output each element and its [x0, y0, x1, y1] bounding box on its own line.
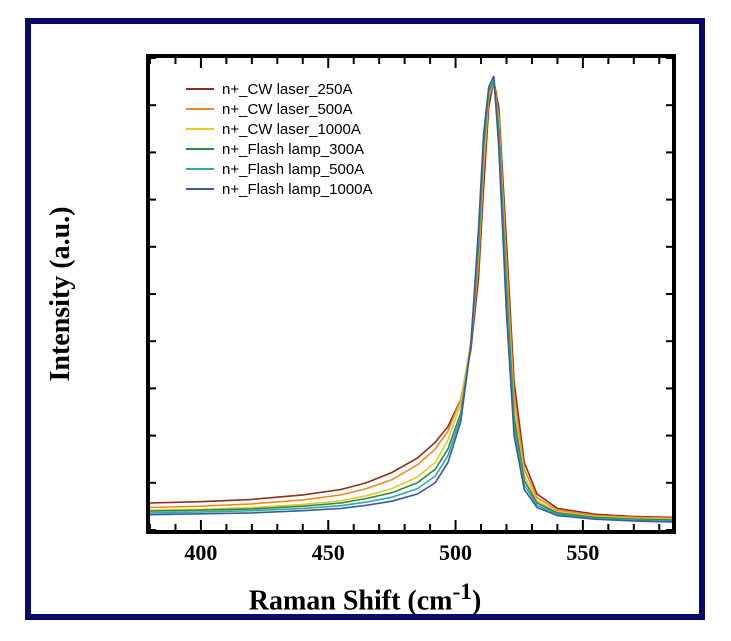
- legend: n+_CW laser_250A n+_CW laser_500A n+_CW la…: [186, 79, 373, 199]
- legend-item: n+_CW laser_250A: [186, 79, 373, 99]
- legend-label: n+_CW laser_250A: [222, 81, 353, 98]
- x-tick-label: 400: [184, 540, 217, 566]
- y-axis-label: Intensity (a.u.): [45, 206, 77, 381]
- legend-label: n+_Flash lamp_1000A: [222, 181, 373, 198]
- legend-item: n+_Flash lamp_500A: [186, 159, 373, 179]
- x-axis-label-text: Raman Shift (cm: [249, 585, 453, 616]
- legend-color-line: [186, 148, 214, 150]
- legend-color-line: [186, 88, 214, 90]
- x-tick-label: 500: [439, 540, 472, 566]
- legend-label: n+_Flash lamp_300A: [222, 141, 364, 158]
- legend-label: n+_CW laser_1000A: [222, 121, 361, 138]
- x-tick-label: 550: [566, 540, 599, 566]
- x-axis-label-close: ): [472, 585, 481, 616]
- legend-item: n+_Flash lamp_1000A: [186, 179, 373, 199]
- legend-color-line: [186, 108, 214, 110]
- legend-label: n+_Flash lamp_500A: [222, 161, 364, 178]
- legend-color-line: [186, 168, 214, 170]
- figure-outer: 400 450 500 550 Raman Shift (cm-1) Intensit…: [0, 0, 731, 641]
- x-axis-label-sup: -1: [453, 579, 472, 605]
- legend-color-line: [186, 188, 214, 190]
- legend-item: n+_Flash lamp_300A: [186, 139, 373, 159]
- figure-panel: 400 450 500 550 Raman Shift (cm-1) Intensit…: [25, 18, 705, 620]
- x-tick-label: 450: [312, 540, 345, 566]
- legend-color-line: [186, 128, 214, 130]
- legend-item: n+_CW laser_500A: [186, 99, 373, 119]
- legend-item: n+_CW laser_1000A: [186, 119, 373, 139]
- legend-label: n+_CW laser_500A: [222, 101, 353, 118]
- x-axis-label: Raman Shift (cm-1): [31, 579, 699, 617]
